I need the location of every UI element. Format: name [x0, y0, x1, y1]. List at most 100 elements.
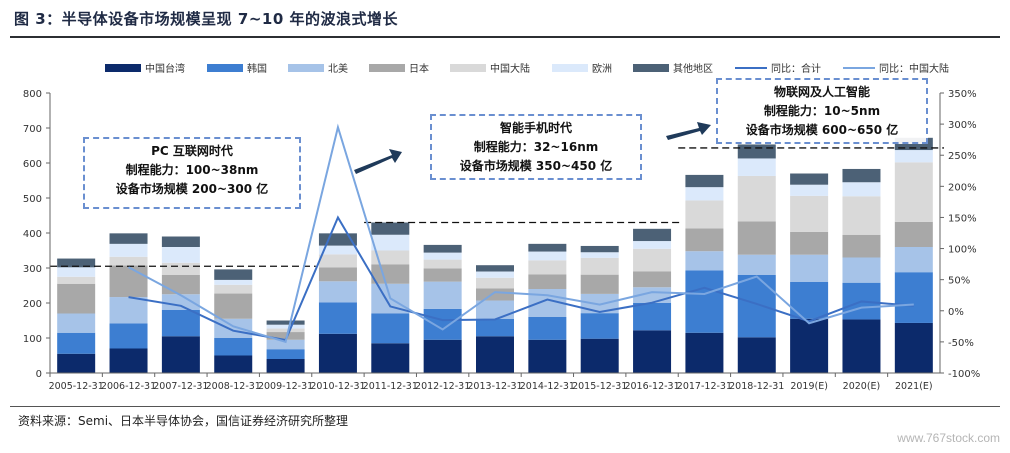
bar-segment-china [266, 328, 305, 333]
bar-segment-europe [423, 252, 462, 260]
bar-segment-japan [57, 283, 96, 314]
bar-segment-namerica [318, 281, 357, 303]
x-tick-label: 2010-12-31 [310, 381, 365, 392]
annotation-process: 制程能力：32~16nm [473, 140, 599, 154]
x-tick-label: 2021(E) [895, 381, 933, 392]
y2-tick-label: 350% [948, 89, 977, 100]
bar-segment-korea [423, 308, 462, 340]
bar-segment-korea [633, 303, 672, 331]
bar-segment-korea [109, 323, 148, 349]
bar-segment-other [685, 174, 724, 188]
bar-segment-other [528, 243, 567, 252]
bar-segment-other [161, 236, 200, 247]
y-tick-label: 300 [23, 264, 42, 275]
legend-swatch-china [450, 64, 486, 72]
bar-segment-china [894, 162, 933, 222]
bar-segment-china [790, 195, 829, 232]
annotation-iot-ai-era: 物联网及人工智能 制程能力：10~5nm 设备市场规模 600~650 亿 [716, 78, 928, 144]
x-tick-label: 2015-12-31 [572, 381, 627, 392]
y2-tick-label: 100% [948, 245, 977, 256]
bar-segment-china [371, 250, 410, 265]
bar-segment-korea [790, 282, 829, 319]
y-tick-label: 100 [23, 334, 42, 345]
bar-segment-japan [894, 221, 933, 247]
legend-swatch-europe [552, 64, 588, 72]
bar-segment-korea [894, 272, 933, 323]
bar-segment-other [737, 144, 776, 159]
bar-segment-japan [423, 268, 462, 282]
bar-segment-europe [318, 245, 357, 255]
bar-segment-other [266, 320, 305, 325]
bar-segment-japan [528, 274, 567, 289]
arrow-icon [666, 122, 711, 140]
legend-swatch-namerica [288, 64, 324, 72]
bar-segment-europe [476, 271, 514, 278]
bar-segment-korea [214, 338, 253, 356]
chart-axes: 0 100 200 300 400 500 600 700 800 -100% -50% 0% 50% 1… [23, 89, 980, 392]
bar-segment-namerica [737, 254, 776, 275]
x-tick-label: 2005-12-31 [49, 381, 104, 392]
watermark: www.767stock.com [897, 431, 1000, 445]
bar-segment-china [737, 175, 776, 222]
legend-swatch-other [633, 64, 669, 72]
bar-segment-other [842, 168, 881, 183]
bar-segment-taiwan [528, 339, 567, 373]
bar-segment-china [685, 200, 724, 229]
annotation-title: 物联网及人工智能 [773, 85, 870, 99]
bar-segment-japan [161, 275, 200, 295]
bar-segment-taiwan [633, 330, 672, 373]
bar-segment-korea [580, 313, 619, 339]
bar-segment-namerica [109, 297, 148, 324]
bar-segment-korea [318, 302, 357, 334]
legend-swatch-korea [207, 64, 243, 72]
bar-segment-china [318, 254, 357, 268]
annotation-market: 设备市场规模 600~650 亿 [745, 123, 899, 137]
bar-segment-namerica [685, 251, 724, 271]
annotation-arrows [354, 122, 711, 174]
y-tick-label: 700 [23, 124, 42, 135]
x-tick-label: 2020(E) [843, 381, 881, 392]
legend-label-namerica: 北美 [328, 62, 348, 75]
bar-segment-korea [57, 332, 96, 354]
bar-segment-other [633, 228, 672, 242]
x-tick-label: 2013-12-31 [467, 381, 522, 392]
bar-segment-japan [580, 274, 619, 294]
bar-segment-namerica [894, 247, 933, 273]
bar-segment-other [371, 222, 410, 235]
bar-segment-japan [371, 264, 410, 284]
bar-segment-taiwan [371, 343, 410, 373]
x-tick-label: 2017-12-31 [677, 381, 732, 392]
annotation-market: 设备市场规模 350~450 亿 [459, 159, 613, 173]
x-tick-label: 2018-12-31 [729, 381, 784, 392]
bar-segment-taiwan [214, 355, 253, 373]
bar-segment-taiwan [476, 336, 514, 373]
annotation-market: 设备市场规模 200~300 亿 [115, 182, 269, 196]
bar-segment-europe [842, 182, 881, 197]
bar-segment-korea [476, 318, 514, 337]
bar-segment-namerica [476, 300, 514, 319]
bar-segment-china [109, 256, 148, 266]
bar-segment-europe [580, 252, 619, 258]
bar-segment-other [109, 233, 148, 244]
bar-segment-europe [633, 241, 672, 249]
y2-tick-label: 300% [948, 120, 977, 131]
bar-segment-other [476, 265, 514, 272]
bar-segment-namerica [790, 254, 829, 282]
chart-lines [128, 123, 914, 344]
legend-swatch-japan [369, 64, 405, 72]
bar-segment-other [423, 244, 462, 253]
bar-segment-europe [528, 251, 567, 261]
bar-segment-korea [161, 310, 200, 337]
chart-bars [57, 137, 933, 373]
bar-segment-namerica [266, 339, 305, 350]
bar-segment-namerica [580, 293, 619, 314]
bar-segment-namerica [842, 257, 881, 283]
bar-segment-taiwan [790, 318, 829, 373]
bar-segment-europe [894, 150, 933, 163]
bar-segment-china [57, 276, 96, 284]
bar-segment-europe [161, 247, 200, 263]
chart-legend: 中国台湾 韩国 北美 日本 中国大陆 欧洲 其他地区 同比：合计 同比：中国大陆 [105, 62, 949, 75]
y-tick-label: 0 [36, 369, 42, 380]
bar-segment-korea [371, 313, 410, 344]
y-tick-label: 800 [23, 89, 42, 100]
